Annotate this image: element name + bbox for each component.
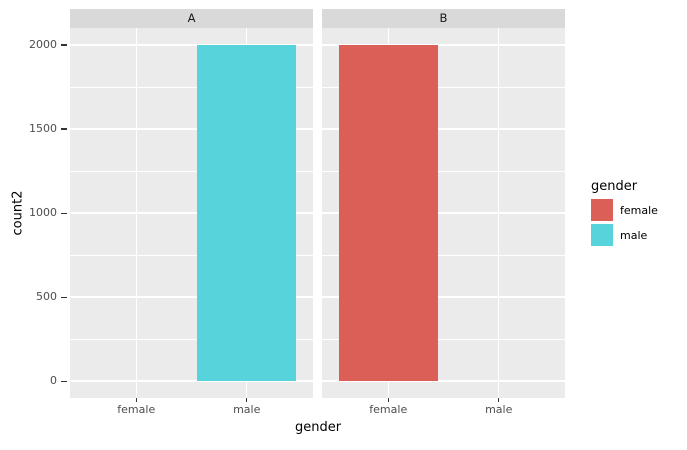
- legend-entry: male: [591, 224, 658, 246]
- y-tick-mark: [61, 380, 67, 382]
- bar: [197, 44, 297, 382]
- bar: [338, 44, 438, 382]
- facet-panel: [322, 28, 565, 398]
- y-tick-mark: [61, 44, 67, 46]
- y-tick-label: 2000: [29, 37, 57, 51]
- legend-label: male: [620, 228, 648, 242]
- minor-gridline-h: [322, 338, 565, 340]
- minor-gridline-h: [70, 86, 313, 88]
- legend-title: gender: [591, 179, 638, 194]
- y-tick-label: 0: [50, 374, 57, 388]
- legend-label: female: [620, 203, 658, 217]
- major-gridline-h: [322, 296, 565, 298]
- minor-gridline-h: [70, 170, 313, 172]
- x-tick-mark: [498, 398, 500, 402]
- minor-gridline-h: [322, 254, 565, 256]
- y-tick-label: 1500: [29, 121, 57, 135]
- facet-strip: A: [70, 9, 313, 28]
- facet-strip: B: [322, 9, 565, 28]
- legend-key-swatch: [591, 224, 613, 246]
- minor-gridline-h: [70, 338, 313, 340]
- legend: gender female male: [591, 179, 658, 249]
- x-tick-label: male: [485, 403, 513, 416]
- y-tick-mark: [61, 128, 67, 130]
- legend-key-swatch: [591, 199, 613, 221]
- x-tick-label: male: [233, 403, 261, 416]
- major-gridline-h: [322, 212, 565, 214]
- y-tick-mark: [61, 212, 67, 214]
- minor-gridline-h: [70, 254, 313, 256]
- y-tick-label: 1000: [29, 206, 57, 219]
- x-tick-mark: [246, 398, 248, 402]
- major-gridline-h: [70, 44, 313, 46]
- minor-gridline-h: [322, 86, 565, 88]
- major-gridline-h: [70, 296, 313, 298]
- x-tick-label: female: [117, 403, 156, 416]
- major-gridline-v: [498, 28, 500, 398]
- legend-entries: female male: [591, 199, 658, 246]
- major-gridline-v: [135, 28, 137, 398]
- major-gridline-h: [322, 128, 565, 130]
- x-tick-mark: [387, 398, 389, 402]
- major-gridline-h: [322, 44, 565, 46]
- minor-gridline-h: [322, 170, 565, 172]
- x-tick-mark: [135, 398, 137, 402]
- major-gridline-h: [70, 380, 313, 382]
- x-axis-title: gender: [294, 420, 342, 435]
- major-gridline-h: [70, 212, 313, 214]
- major-gridline-h: [70, 128, 313, 130]
- y-tick-label: 500: [36, 290, 57, 304]
- major-gridline-h: [322, 380, 565, 382]
- legend-entry: female: [591, 199, 658, 221]
- x-tick-label: female: [369, 403, 408, 416]
- facet-panel: [70, 28, 313, 398]
- y-tick-mark: [61, 296, 67, 298]
